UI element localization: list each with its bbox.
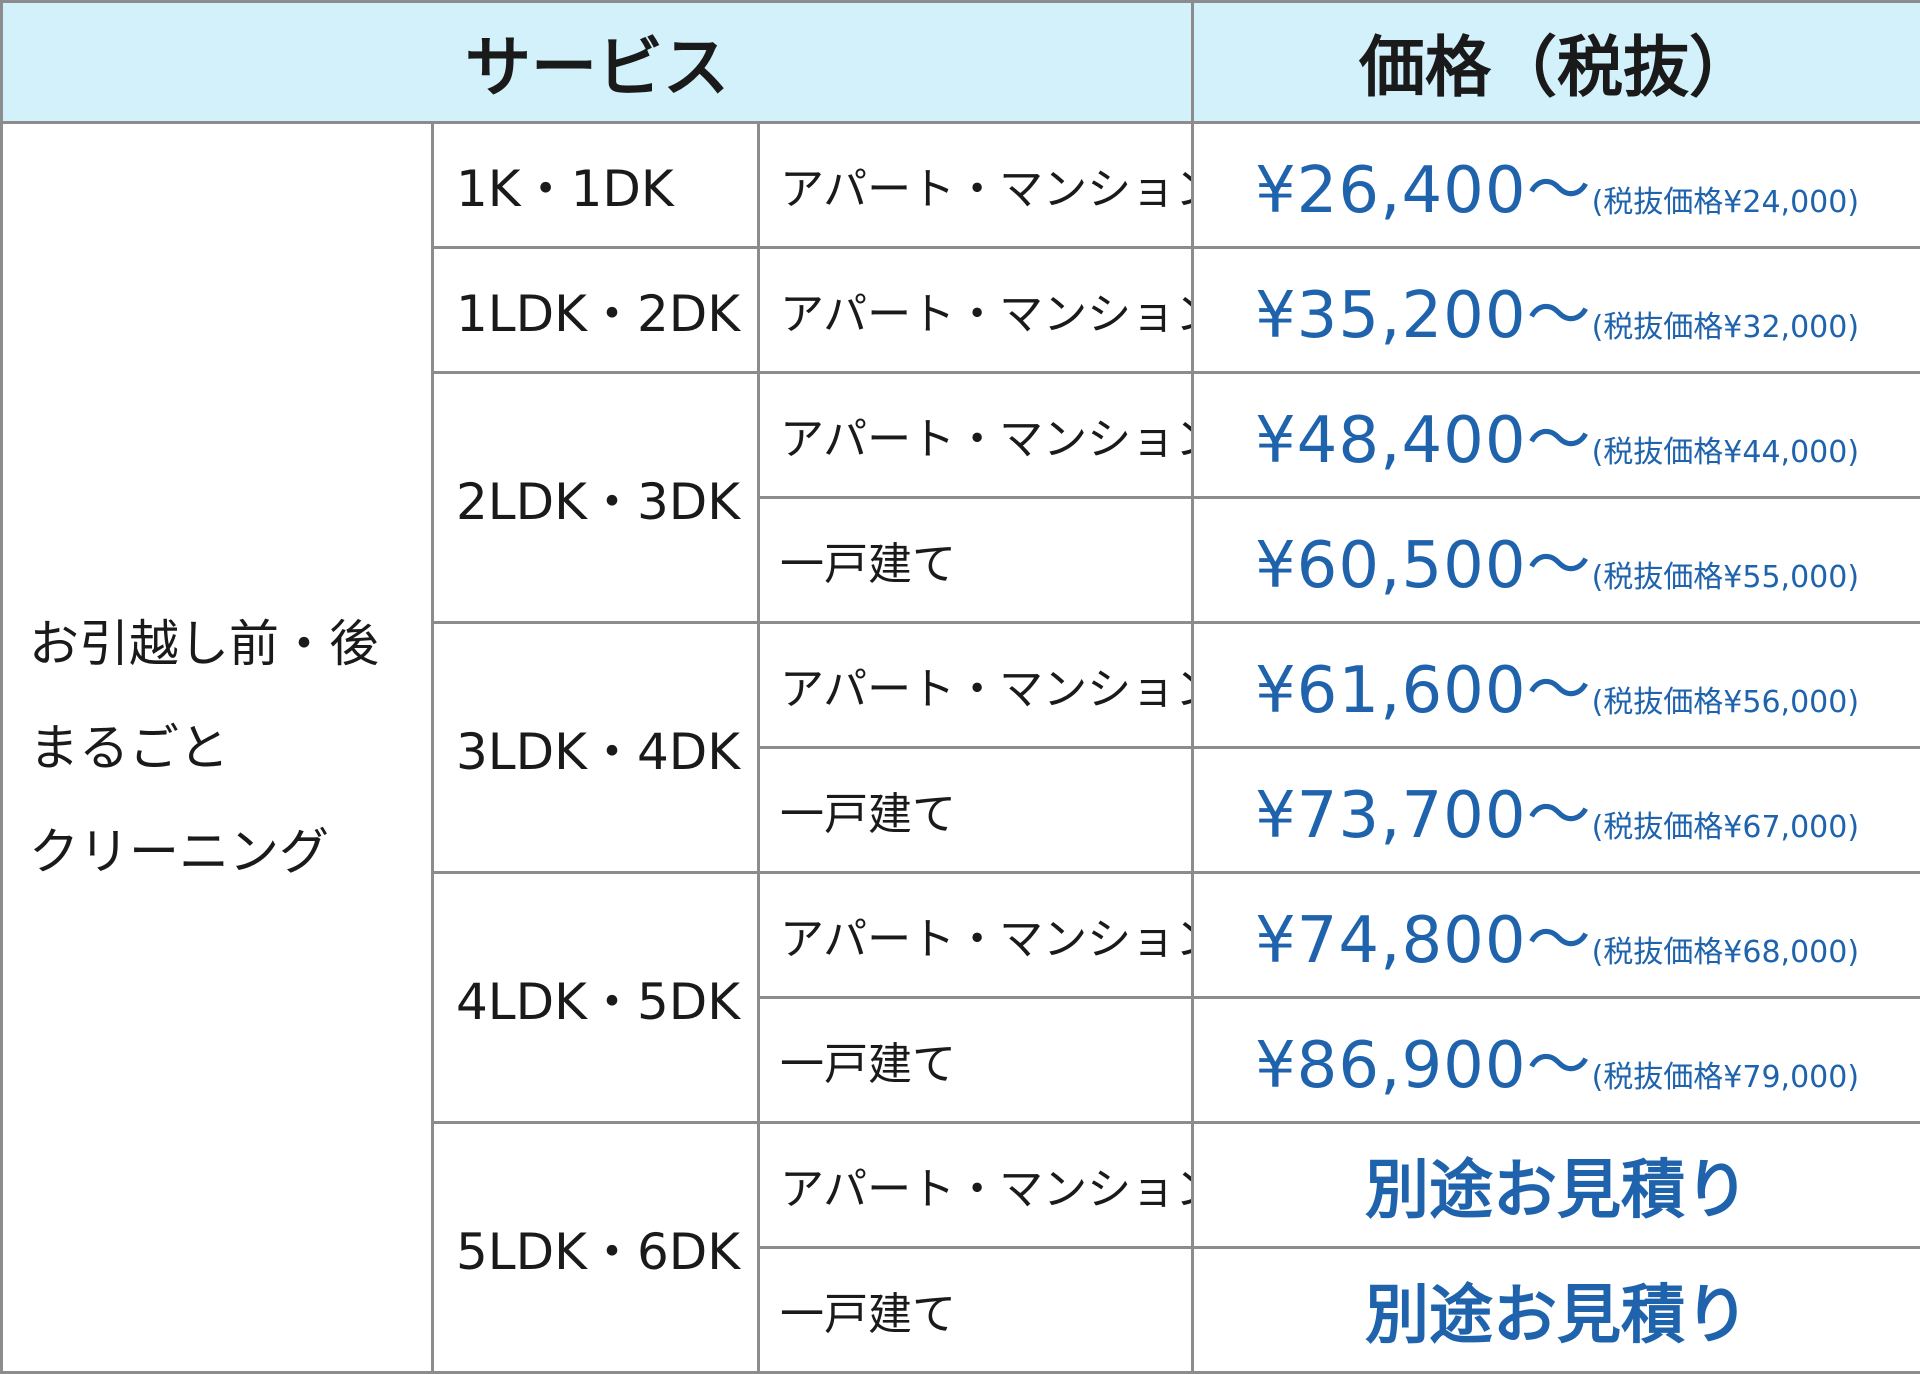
header-service: サービス xyxy=(2,2,1193,123)
price-cell: ¥60,500～(税抜価格¥55,000) xyxy=(1193,498,1920,623)
table-row: お引越し前・後 まるごと クリーニング 1K・1DK アパート・マンション ¥2… xyxy=(2,123,1920,248)
price-note: (税抜価格¥56,000) xyxy=(1592,685,1859,720)
price-cell: ¥73,700～(税抜価格¥67,000) xyxy=(1193,748,1920,873)
price-value: ¥74,800～ xyxy=(1255,904,1592,978)
price-quote-text: 別途お見積り xyxy=(1365,1279,1749,1353)
price-cell: 別途お見積り xyxy=(1193,1248,1920,1373)
price-cell: ¥35,200～(税抜価格¥32,000) xyxy=(1193,248,1920,373)
price-cell: 別途お見積り xyxy=(1193,1123,1920,1248)
building-type-cell: 一戸建て xyxy=(759,498,1193,623)
building-type-cell: アパート・マンション xyxy=(759,248,1193,373)
price-value: ¥35,200～ xyxy=(1255,279,1592,353)
building-type-cell: 一戸建て xyxy=(759,1248,1193,1373)
room-size-cell: 5LDK・6DK xyxy=(433,1123,759,1373)
room-size-cell: 4LDK・5DK xyxy=(433,873,759,1123)
room-size-cell: 1LDK・2DK xyxy=(433,248,759,373)
price-value: ¥60,500～ xyxy=(1255,529,1592,603)
price-cell: ¥48,400～(税抜価格¥44,000) xyxy=(1193,373,1920,498)
building-type-cell: アパート・マンション xyxy=(759,1123,1193,1248)
service-name-cell: お引越し前・後 まるごと クリーニング xyxy=(2,123,433,1373)
building-type-cell: アパート・マンション xyxy=(759,373,1193,498)
room-size-cell: 2LDK・3DK xyxy=(433,373,759,623)
price-note: (税抜価格¥79,000) xyxy=(1592,1060,1859,1095)
price-note: (税抜価格¥24,000) xyxy=(1592,185,1859,220)
price-cell: ¥74,800～(税抜価格¥68,000) xyxy=(1193,873,1920,998)
service-name-line: まるごと xyxy=(29,696,431,800)
room-size-cell: 1K・1DK xyxy=(433,123,759,248)
price-value: ¥26,400～ xyxy=(1255,154,1592,228)
price-note: (税抜価格¥67,000) xyxy=(1592,810,1859,845)
price-quote-text: 別途お見積り xyxy=(1365,1154,1749,1228)
price-note: (税抜価格¥55,000) xyxy=(1592,560,1859,595)
price-cell: ¥61,600～(税抜価格¥56,000) xyxy=(1193,623,1920,748)
price-value: ¥48,400～ xyxy=(1255,404,1592,478)
price-value: ¥61,600～ xyxy=(1255,654,1592,728)
price-value: ¥86,900～ xyxy=(1255,1029,1592,1103)
service-name-line: クリーニング xyxy=(29,800,431,904)
price-value: ¥73,700～ xyxy=(1255,779,1592,853)
header-row: サービス 価格（税抜） xyxy=(2,2,1920,123)
building-type-cell: アパート・マンション xyxy=(759,123,1193,248)
price-cell: ¥86,900～(税抜価格¥79,000) xyxy=(1193,998,1920,1123)
room-size-cell: 3LDK・4DK xyxy=(433,623,759,873)
price-note: (税抜価格¥44,000) xyxy=(1592,435,1859,470)
building-type-cell: 一戸建て xyxy=(759,748,1193,873)
building-type-cell: 一戸建て xyxy=(759,998,1193,1123)
price-note: (税抜価格¥32,000) xyxy=(1592,310,1859,345)
header-price: 価格（税抜） xyxy=(1193,2,1920,123)
building-type-cell: アパート・マンション xyxy=(759,873,1193,998)
price-note: (税抜価格¥68,000) xyxy=(1592,935,1859,970)
service-name-line: お引越し前・後 xyxy=(29,592,431,696)
price-cell: ¥26,400～(税抜価格¥24,000) xyxy=(1193,123,1920,248)
building-type-cell: アパート・マンション xyxy=(759,623,1193,748)
